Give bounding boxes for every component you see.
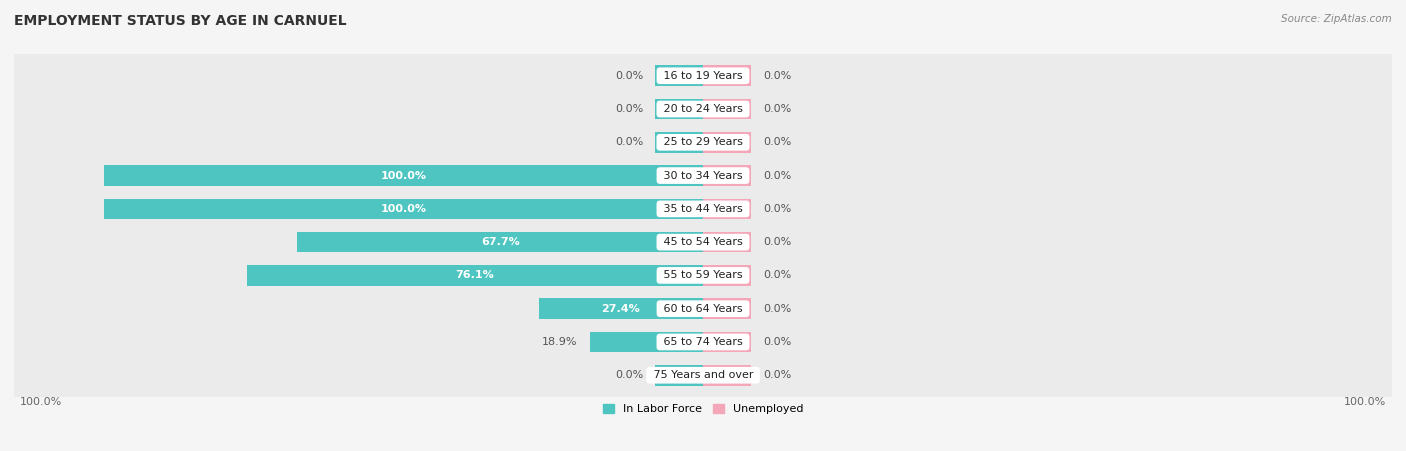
Text: 0.0%: 0.0% — [763, 237, 792, 247]
Bar — [703, 299, 751, 319]
FancyBboxPatch shape — [11, 113, 1395, 238]
Bar — [247, 265, 703, 286]
Bar — [104, 165, 703, 186]
Text: 25 to 29 Years: 25 to 29 Years — [659, 137, 747, 147]
Text: 30 to 34 Years: 30 to 34 Years — [659, 170, 747, 180]
Text: 100.0%: 100.0% — [20, 397, 62, 407]
Legend: In Labor Force, Unemployed: In Labor Force, Unemployed — [598, 400, 808, 419]
Bar — [104, 198, 703, 219]
FancyBboxPatch shape — [11, 213, 1395, 338]
Text: 0.0%: 0.0% — [614, 370, 643, 380]
Text: 0.0%: 0.0% — [614, 104, 643, 114]
Text: 45 to 54 Years: 45 to 54 Years — [659, 237, 747, 247]
Text: 16 to 19 Years: 16 to 19 Years — [659, 71, 747, 81]
FancyBboxPatch shape — [11, 313, 1395, 437]
Bar — [703, 99, 751, 120]
Bar — [589, 331, 703, 352]
Text: 0.0%: 0.0% — [763, 104, 792, 114]
Text: 0.0%: 0.0% — [763, 304, 792, 314]
Text: 65 to 74 Years: 65 to 74 Years — [659, 337, 747, 347]
Text: 35 to 44 Years: 35 to 44 Years — [659, 204, 747, 214]
Bar — [655, 65, 703, 86]
Text: 100.0%: 100.0% — [1344, 397, 1386, 407]
Bar — [703, 331, 751, 352]
Bar — [703, 165, 751, 186]
Bar — [655, 132, 703, 152]
Text: 0.0%: 0.0% — [763, 170, 792, 180]
Text: Source: ZipAtlas.com: Source: ZipAtlas.com — [1281, 14, 1392, 23]
Bar — [703, 198, 751, 219]
Text: 0.0%: 0.0% — [763, 204, 792, 214]
FancyBboxPatch shape — [11, 246, 1395, 371]
Text: 55 to 59 Years: 55 to 59 Years — [659, 271, 747, 281]
Bar — [298, 232, 703, 253]
Text: 0.0%: 0.0% — [763, 337, 792, 347]
FancyBboxPatch shape — [11, 180, 1395, 304]
Text: 0.0%: 0.0% — [763, 370, 792, 380]
Bar — [655, 365, 703, 386]
Text: EMPLOYMENT STATUS BY AGE IN CARNUEL: EMPLOYMENT STATUS BY AGE IN CARNUEL — [14, 14, 347, 28]
FancyBboxPatch shape — [11, 280, 1395, 404]
Text: 0.0%: 0.0% — [763, 71, 792, 81]
FancyBboxPatch shape — [11, 47, 1395, 171]
Text: 0.0%: 0.0% — [614, 71, 643, 81]
Text: 20 to 24 Years: 20 to 24 Years — [659, 104, 747, 114]
Bar — [538, 299, 703, 319]
Text: 76.1%: 76.1% — [456, 271, 495, 281]
FancyBboxPatch shape — [11, 14, 1395, 138]
Text: 0.0%: 0.0% — [763, 137, 792, 147]
Bar — [655, 99, 703, 120]
Text: 75 Years and over: 75 Years and over — [650, 370, 756, 380]
Text: 100.0%: 100.0% — [381, 204, 426, 214]
Bar — [703, 232, 751, 253]
Text: 67.7%: 67.7% — [481, 237, 520, 247]
Bar — [703, 132, 751, 152]
Text: 100.0%: 100.0% — [381, 170, 426, 180]
Bar — [703, 265, 751, 286]
FancyBboxPatch shape — [11, 80, 1395, 205]
Bar — [703, 65, 751, 86]
Text: 60 to 64 Years: 60 to 64 Years — [659, 304, 747, 314]
Text: 0.0%: 0.0% — [763, 271, 792, 281]
Bar — [703, 365, 751, 386]
Text: 0.0%: 0.0% — [614, 137, 643, 147]
Text: 27.4%: 27.4% — [602, 304, 640, 314]
Text: 18.9%: 18.9% — [543, 337, 578, 347]
FancyBboxPatch shape — [11, 147, 1395, 271]
